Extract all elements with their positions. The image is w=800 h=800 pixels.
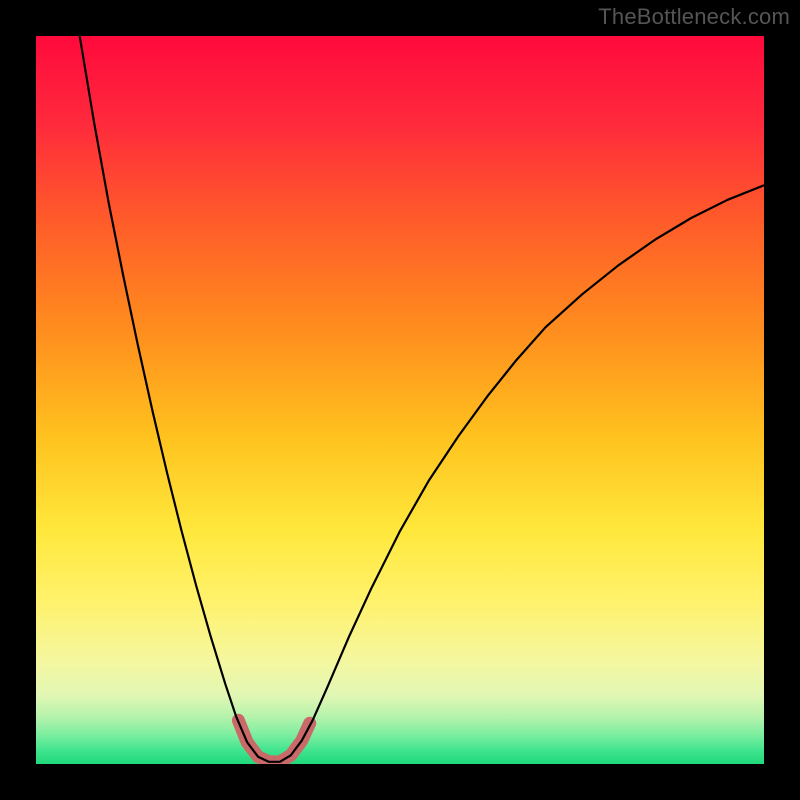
bottleneck-chart	[0, 0, 800, 800]
watermark-label: TheBottleneck.com	[598, 4, 790, 30]
chart-gradient-bg	[36, 36, 764, 764]
